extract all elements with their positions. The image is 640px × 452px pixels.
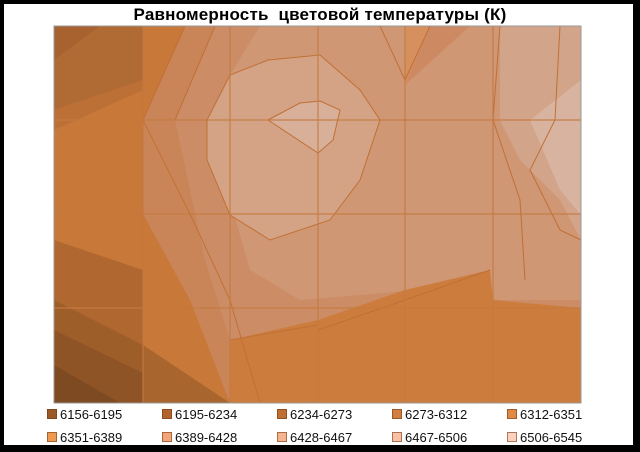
chart-title: Равномерность цветовой температуры (К) bbox=[133, 5, 507, 24]
legend-swatch bbox=[162, 409, 172, 419]
legend-item: 6234-6273 bbox=[277, 406, 392, 422]
legend-swatch bbox=[392, 409, 402, 419]
legend-item: 6428-6467 bbox=[277, 429, 392, 445]
legend-label: 6428-6467 bbox=[290, 429, 353, 445]
legend-swatch bbox=[277, 409, 287, 419]
legend-label: 6467-6506 bbox=[405, 429, 468, 445]
legend-item: 6273-6312 bbox=[392, 406, 507, 422]
legend-label: 6389-6428 bbox=[175, 429, 238, 445]
legend-item: 6389-6428 bbox=[162, 429, 277, 445]
legend-item: 6467-6506 bbox=[392, 429, 507, 445]
legend-swatch bbox=[277, 432, 287, 442]
legend-swatch bbox=[162, 432, 172, 442]
legend-item: 6312-6351 bbox=[507, 406, 622, 422]
legend-label: 6351-6389 bbox=[60, 429, 123, 445]
legend-label: 6156-6195 bbox=[60, 406, 123, 422]
legend-swatch bbox=[47, 432, 57, 442]
legend-label: 6506-6545 bbox=[520, 429, 583, 445]
legend-label: 6234-6273 bbox=[290, 406, 353, 422]
legend-label: 6195-6234 bbox=[175, 406, 238, 422]
legend-item: 6195-6234 bbox=[162, 406, 277, 422]
legend-swatch bbox=[507, 409, 517, 419]
legend-swatch bbox=[507, 432, 517, 442]
legend-label: 6273-6312 bbox=[405, 406, 468, 422]
legend-item: 6506-6545 bbox=[507, 429, 622, 445]
legend-label: 6312-6351 bbox=[520, 406, 583, 422]
legend-item: 6156-6195 bbox=[47, 406, 162, 422]
legend-item: 6351-6389 bbox=[47, 429, 162, 445]
legend-swatch bbox=[47, 409, 57, 419]
chart-legend: 6156-6195 6195-6234 6234-6273 6273-6312 … bbox=[47, 406, 627, 445]
legend-swatch bbox=[392, 432, 402, 442]
